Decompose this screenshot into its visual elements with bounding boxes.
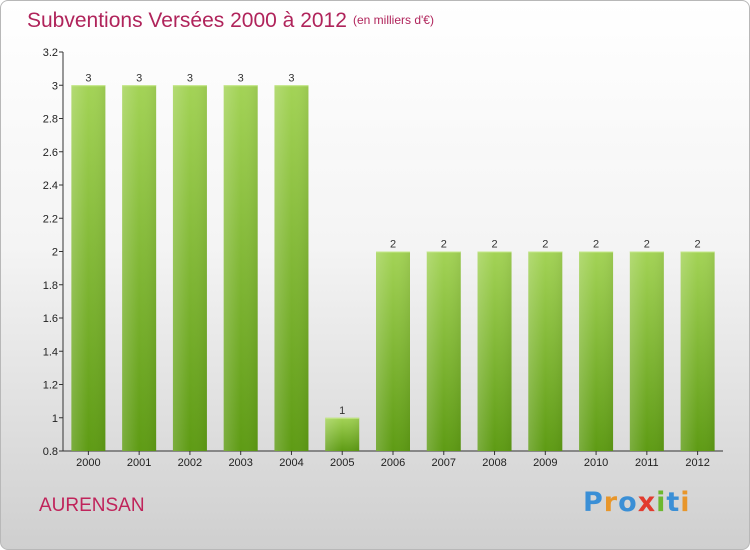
x-tick-label: 2003 (228, 457, 252, 469)
x-tick-label: 2006 (381, 457, 405, 469)
bar-shade (223, 85, 258, 451)
data-label: 1 (339, 405, 345, 417)
y-tick-label: 1.6 (43, 313, 58, 325)
y-tick-label: 2.6 (43, 147, 58, 159)
bar-shade (629, 251, 664, 451)
data-label: 3 (136, 72, 142, 84)
bar-shade (71, 85, 106, 451)
bar-shade (325, 417, 360, 451)
bar-shade (376, 251, 410, 451)
y-tick-label: 1.2 (43, 380, 58, 392)
y-tick-label: 0.8 (43, 446, 58, 458)
y-tick-label: 1.8 (43, 280, 58, 292)
data-label: 2 (491, 239, 497, 251)
logo-letter: i (656, 487, 667, 518)
y-tick-label: 2.2 (43, 213, 58, 225)
logo-letter: P (583, 487, 604, 518)
x-tick-label: 2002 (178, 457, 202, 469)
commune-name: AURENSAN (39, 495, 145, 516)
logo-letter: x (637, 487, 657, 518)
data-label: 2 (593, 239, 599, 251)
y-tick-label: 2.4 (43, 180, 58, 192)
bar-shade (172, 85, 207, 451)
x-tick-label: 2010 (584, 457, 608, 469)
data-label: 2 (542, 239, 548, 251)
x-tick-label: 2007 (432, 457, 456, 469)
x-tick-label: 2008 (482, 457, 506, 469)
bar-shade (579, 251, 614, 451)
y-tick-label: 1.4 (43, 346, 58, 358)
y-tick-label: 2.8 (43, 114, 58, 126)
chart-subtitle: (en milliers d'€) (353, 13, 434, 27)
x-tick-label: 2011 (635, 457, 659, 469)
x-tick-label: 2004 (279, 457, 303, 469)
logo-letter: t (666, 487, 681, 518)
data-label: 3 (238, 72, 244, 84)
bar-shade (680, 251, 715, 451)
proxiti-logo: Proxiti (583, 487, 691, 518)
x-tick-label: 2005 (330, 457, 354, 469)
y-tick-label: 3.2 (43, 47, 58, 59)
y-tick-label: 2 (52, 247, 58, 259)
data-label: 3 (187, 72, 193, 84)
data-label: 2 (390, 239, 396, 251)
x-tick-label: 2001 (127, 457, 151, 469)
data-label: 3 (288, 72, 294, 84)
bar-shade (477, 251, 512, 451)
data-label: 3 (85, 72, 91, 84)
bar-shade (528, 251, 563, 451)
x-tick-label: 2012 (685, 457, 709, 469)
data-label: 2 (695, 239, 701, 251)
logo-letter: i (680, 487, 691, 518)
y-tick-label: 3 (52, 80, 58, 92)
logo-letter: r (603, 487, 619, 518)
bar-shade (426, 251, 461, 451)
data-label: 2 (441, 239, 447, 251)
x-tick-label: 2009 (533, 457, 557, 469)
x-tick-label: 2000 (76, 457, 100, 469)
chart-title: Subventions Versées 2000 à 2012 (27, 9, 347, 32)
bar-shade (274, 85, 309, 451)
logo-letter: o (618, 487, 638, 518)
bar-shade (122, 85, 157, 451)
y-tick-label: 1 (52, 413, 58, 425)
data-label: 2 (644, 239, 650, 251)
